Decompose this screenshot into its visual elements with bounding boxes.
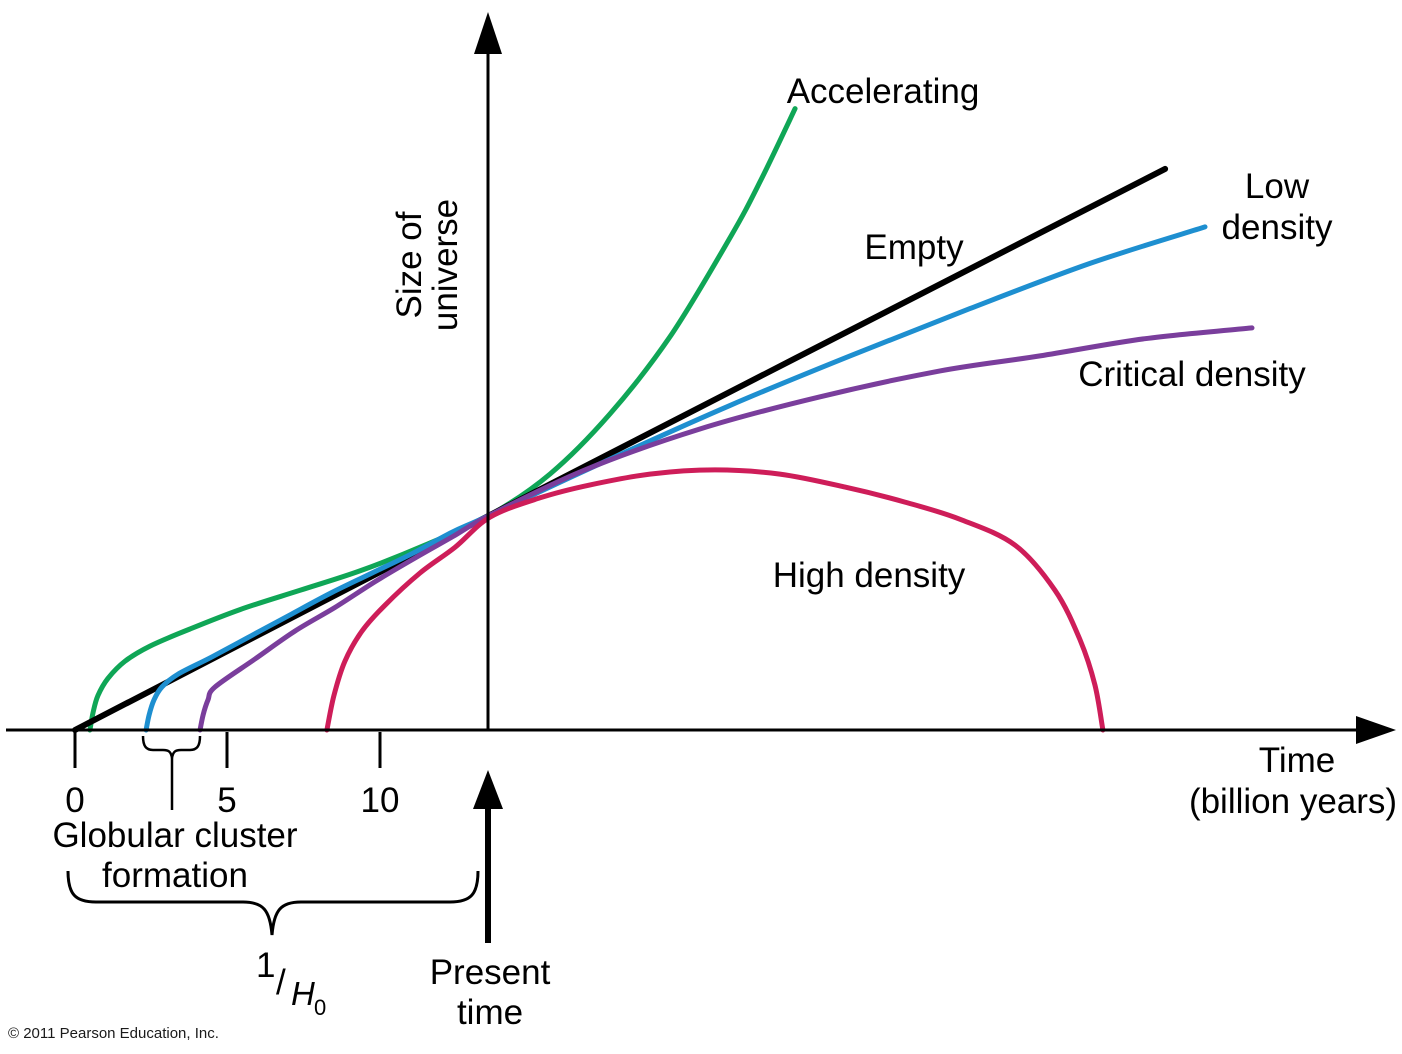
tick-label-0: 0 [65, 781, 84, 820]
y-axis-label-line2: universe [426, 199, 465, 331]
hubble-label-slash: / [276, 963, 286, 1002]
hubble-label-H: H [291, 975, 315, 1012]
label-low-density-line2: density [1222, 208, 1333, 247]
label-critical-density: Critical density [1078, 355, 1306, 394]
hubble-brace [66, 870, 480, 936]
label-present-line2: time [457, 993, 523, 1032]
curve-critical-density [197, 325, 1255, 733]
hubble-label-one: 1 [256, 946, 275, 985]
tick-label-10: 10 [361, 781, 400, 820]
y-axis-arrow-icon [474, 12, 502, 54]
curve-high-density [324, 467, 1106, 733]
label-globular-line2: formation [102, 856, 248, 895]
globular-brace [141, 735, 202, 759]
label-globular-line1: Globular cluster [52, 816, 297, 855]
curve-low-density [143, 224, 1208, 733]
present-time-arrow-icon [473, 770, 503, 809]
curve-empty [72, 165, 1169, 733]
x-axis-arrow-icon [1356, 716, 1396, 744]
copyright-text: © 2011 Pearson Education, Inc. [8, 1025, 219, 1042]
label-accelerating: Accelerating [787, 72, 980, 111]
label-high-density: High density [773, 556, 966, 595]
y-axis-label-line1: Size of [390, 211, 429, 318]
x-axis-label-line2: (billion years) [1189, 782, 1397, 821]
x-axis-label-line1: Time [1259, 741, 1335, 780]
label-present-line1: Present [430, 953, 551, 992]
label-empty: Empty [864, 228, 964, 267]
curves [72, 106, 1255, 733]
hubble-label-sub0: 0 [314, 995, 326, 1020]
label-low-density-line1: Low [1245, 167, 1310, 206]
tick-label-5: 5 [217, 781, 236, 820]
curve-accelerating [87, 106, 798, 733]
